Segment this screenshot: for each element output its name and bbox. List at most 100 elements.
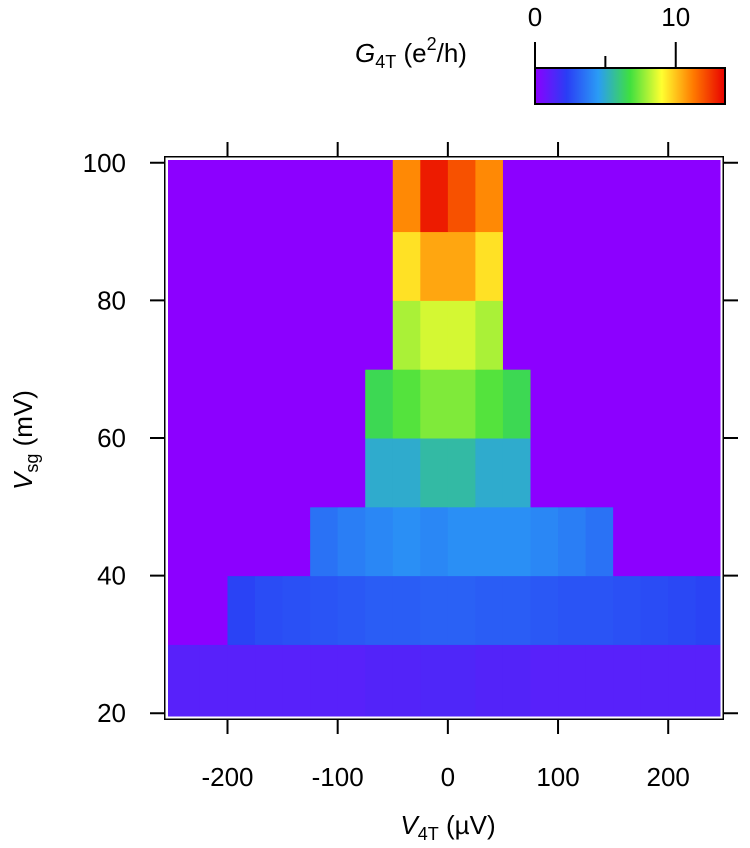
heatmap-cell <box>530 231 559 301</box>
heatmap-cell <box>640 160 669 233</box>
heatmap-cell <box>392 300 421 370</box>
x-tick-label: 200 <box>647 762 690 792</box>
heatmap-cell <box>420 300 449 370</box>
heatmap-cell <box>310 575 339 645</box>
heatmap-cell <box>227 231 256 301</box>
y-tick-label: 40 <box>97 561 126 591</box>
x-axis-label: V4T (µV) <box>400 810 495 843</box>
heatmap-cell <box>227 575 256 645</box>
x-tick-label: 0 <box>441 762 455 792</box>
heatmap-cell <box>255 231 284 301</box>
heatmap-cell <box>613 438 642 508</box>
heatmap-cell <box>168 575 201 645</box>
heatmap-cell <box>392 369 421 439</box>
heatmap-cell <box>502 506 531 577</box>
heatmap-cell <box>558 644 587 717</box>
heatmap-cell <box>475 300 504 370</box>
x-tick-label: -100 <box>312 762 364 792</box>
heatmap-cell <box>447 160 476 233</box>
heatmap-cell <box>310 160 339 233</box>
heatmap-cell <box>255 300 284 370</box>
heatmap-cell <box>255 160 284 233</box>
heatmap-cell <box>640 644 669 717</box>
y-tick-label: 80 <box>97 285 126 315</box>
heatmap-cell <box>558 300 587 370</box>
cb-label-var: G <box>355 38 375 68</box>
y-axis-label: Vsg (mV) <box>8 390 42 490</box>
heatmap-cell <box>530 369 559 439</box>
heatmap-cell <box>613 575 642 645</box>
heatmap-cell <box>558 506 587 577</box>
heatmap-cell <box>365 575 394 645</box>
heatmap-cell <box>695 506 721 577</box>
cb-label-unit-end: /h) <box>437 38 467 68</box>
heatmap-cell <box>365 644 394 717</box>
heatmap-cell <box>310 369 339 439</box>
heatmap-cell <box>558 160 587 233</box>
heatmap-cell <box>695 438 721 508</box>
heatmap-cell <box>337 231 366 301</box>
heatmap-cell <box>585 438 614 508</box>
cb-label-unit: (e <box>396 38 426 68</box>
heatmap-cell <box>640 231 669 301</box>
heatmap-cell <box>392 644 421 717</box>
heatmap-cell <box>168 300 201 370</box>
heatmap-cell <box>227 506 256 577</box>
heatmap-cell <box>310 506 339 577</box>
y-tick-label: 60 <box>97 423 126 453</box>
heatmap-cell <box>255 644 284 717</box>
heatmap-cell <box>168 369 201 439</box>
x-tick-label: -200 <box>201 762 253 792</box>
heatmap-cell <box>420 231 449 301</box>
heatmap-cell <box>365 438 394 508</box>
colorbar-label: G4T (e2/h) <box>355 34 467 72</box>
plot-inner-border <box>165 157 723 719</box>
heatmap-cell <box>585 575 614 645</box>
heatmap-cell <box>168 231 201 301</box>
heatmap-cell <box>310 231 339 301</box>
heatmap-cell <box>447 231 476 301</box>
heatmap-cell <box>199 231 228 301</box>
heatmap-cell <box>420 575 449 645</box>
x-label-sub: 4T <box>418 824 439 843</box>
heatmap-cell <box>420 438 449 508</box>
heatmap-cell <box>502 231 531 301</box>
heatmap-cell <box>475 575 504 645</box>
heatmap-cell <box>613 644 642 717</box>
heatmap-cell <box>530 438 559 508</box>
heatmap-cell <box>255 575 284 645</box>
heatmap-cell <box>365 369 394 439</box>
heatmap-cell <box>695 644 721 717</box>
heatmap-cell <box>502 369 531 439</box>
heatmap-cell <box>502 438 531 508</box>
heatmap-cell <box>337 575 366 645</box>
heatmap-cell <box>337 506 366 577</box>
heatmap-cell <box>337 644 366 717</box>
heatmap-cell <box>585 231 614 301</box>
heatmap-cell <box>310 300 339 370</box>
heatmap-cell <box>255 506 284 577</box>
heatmap-cell <box>447 575 476 645</box>
colorbar <box>534 67 726 105</box>
y-label-var: V <box>8 470 38 490</box>
heatmap-cell <box>447 369 476 439</box>
heatmap-cell <box>168 506 201 577</box>
heatmap-cell <box>392 575 421 645</box>
heatmap-cell <box>447 644 476 717</box>
heatmap-cell <box>227 300 256 370</box>
heatmap-cell <box>447 300 476 370</box>
heatmap-cell <box>530 506 559 577</box>
x-label-var: V <box>400 810 420 840</box>
heatmap-cell <box>668 506 697 577</box>
heatmap-cell <box>695 231 721 301</box>
heatmap-cell <box>502 300 531 370</box>
x-tick-label: 100 <box>536 762 579 792</box>
heatmap-cell <box>558 369 587 439</box>
heatmap-cell <box>502 644 531 717</box>
heatmap-cell <box>613 231 642 301</box>
heatmap-cell <box>668 644 697 717</box>
heatmap-cell <box>392 160 421 233</box>
heatmap-cell <box>695 575 721 645</box>
heatmap-cell <box>668 160 697 233</box>
heatmap-cell <box>475 369 504 439</box>
